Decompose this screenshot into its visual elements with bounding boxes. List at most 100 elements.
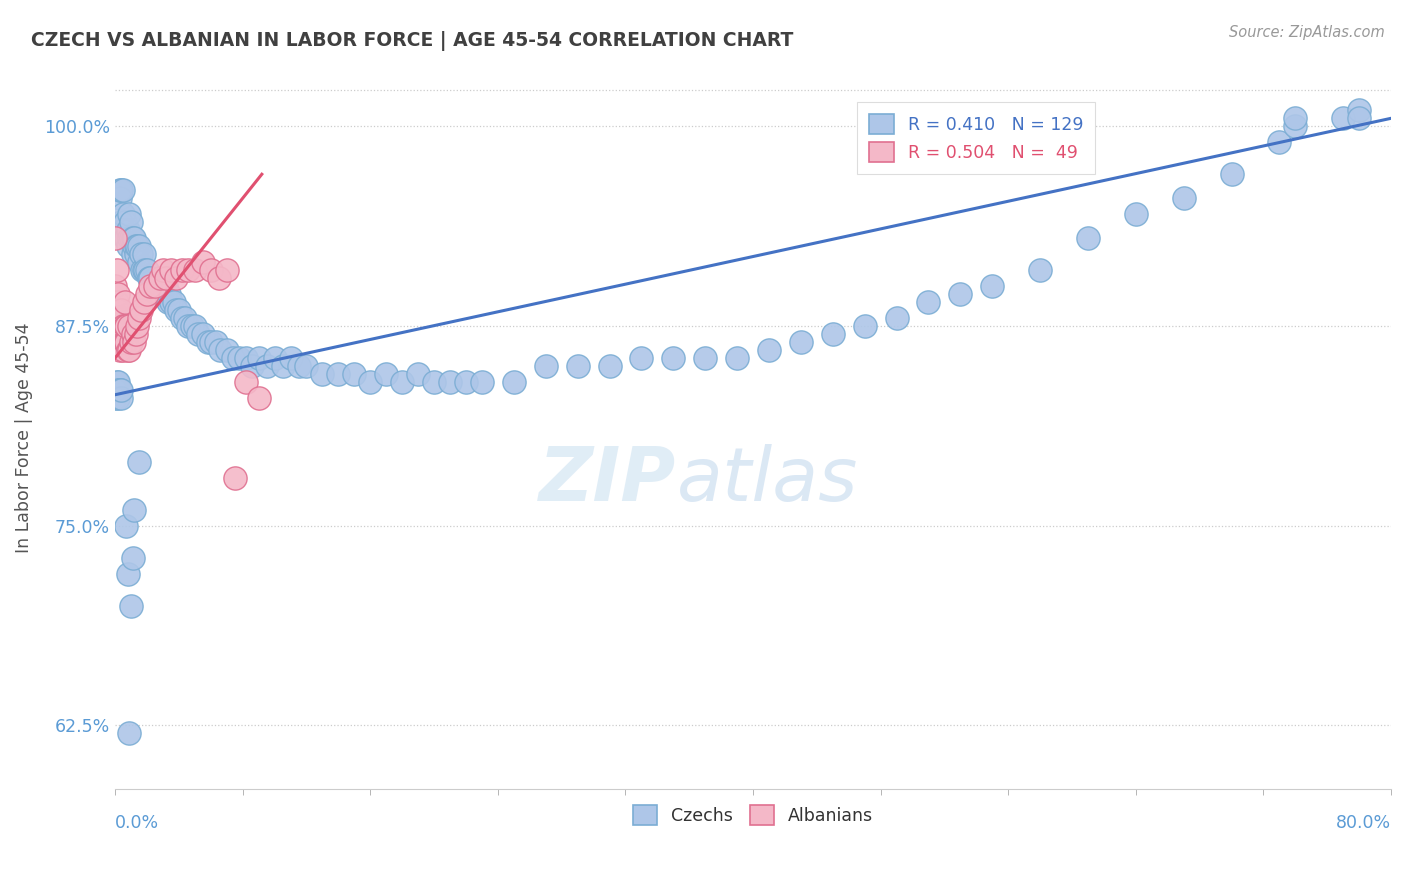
Point <box>120 599 142 613</box>
Point <box>122 503 145 517</box>
Text: CZECH VS ALBANIAN IN LABOR FORCE | AGE 45-54 CORRELATION CHART: CZECH VS ALBANIAN IN LABOR FORCE | AGE 4… <box>31 31 793 51</box>
Point <box>107 326 129 341</box>
Point <box>112 183 135 197</box>
Point <box>121 550 143 565</box>
Point <box>184 319 207 334</box>
Point <box>104 231 127 245</box>
Point <box>118 726 141 740</box>
Point <box>311 367 333 381</box>
Point <box>149 271 172 285</box>
Point <box>224 471 246 485</box>
Point <box>120 215 142 229</box>
Point <box>139 279 162 293</box>
Point <box>146 279 169 293</box>
Point <box>108 191 131 205</box>
Point <box>110 391 132 405</box>
Point <box>105 319 128 334</box>
Point <box>630 351 652 365</box>
Point <box>1220 167 1243 181</box>
Point <box>1268 136 1291 150</box>
Point <box>104 383 127 397</box>
Point <box>157 287 180 301</box>
Point <box>136 287 159 301</box>
Point <box>1029 263 1052 277</box>
Point <box>121 326 143 341</box>
Point <box>165 303 187 318</box>
Point <box>439 375 461 389</box>
Point <box>167 303 190 318</box>
Point <box>917 295 939 310</box>
Point <box>107 287 129 301</box>
Point <box>215 343 238 357</box>
Point <box>127 239 149 253</box>
Text: 80.0%: 80.0% <box>1336 814 1391 832</box>
Text: atlas: atlas <box>676 444 858 516</box>
Point <box>134 263 156 277</box>
Point <box>567 359 589 373</box>
Point <box>155 279 177 293</box>
Point <box>247 351 270 365</box>
Point <box>121 231 143 245</box>
Point <box>153 287 176 301</box>
Point <box>949 287 972 301</box>
Point <box>132 247 155 261</box>
Point <box>886 311 908 326</box>
Point <box>104 391 127 405</box>
Point <box>120 231 142 245</box>
Point <box>139 271 162 285</box>
Point <box>128 311 150 326</box>
Point <box>112 311 135 326</box>
Point <box>114 311 136 326</box>
Point <box>122 239 145 253</box>
Point <box>263 351 285 365</box>
Point <box>155 271 177 285</box>
Point <box>115 334 138 349</box>
Point <box>122 334 145 349</box>
Point <box>1284 120 1306 134</box>
Point <box>174 311 197 326</box>
Point <box>200 334 222 349</box>
Point <box>177 263 200 277</box>
Point <box>152 279 174 293</box>
Point <box>107 383 129 397</box>
Point <box>115 319 138 334</box>
Point <box>120 334 142 349</box>
Point <box>343 367 366 381</box>
Point <box>110 303 132 318</box>
Point <box>375 367 398 381</box>
Point <box>108 383 131 397</box>
Text: Source: ZipAtlas.com: Source: ZipAtlas.com <box>1229 25 1385 40</box>
Point <box>114 231 136 245</box>
Point <box>128 239 150 253</box>
Point <box>104 311 127 326</box>
Point <box>132 263 155 277</box>
Point <box>758 343 780 357</box>
Point <box>108 383 131 397</box>
Point <box>295 359 318 373</box>
Point <box>725 351 748 365</box>
Point <box>118 231 141 245</box>
Point <box>108 311 131 326</box>
Point <box>115 518 138 533</box>
Point <box>129 247 152 261</box>
Point <box>228 351 250 365</box>
Point <box>112 343 135 357</box>
Point <box>172 311 194 326</box>
Point <box>127 319 149 334</box>
Point <box>406 367 429 381</box>
Point <box>695 351 717 365</box>
Point <box>197 334 219 349</box>
Point <box>149 287 172 301</box>
Point <box>208 271 231 285</box>
Point <box>662 351 685 365</box>
Point <box>209 343 232 357</box>
Point <box>280 351 302 365</box>
Point <box>122 231 145 245</box>
Point <box>105 263 128 277</box>
Point <box>1173 191 1195 205</box>
Point <box>143 279 166 293</box>
Point <box>204 334 226 349</box>
Point <box>423 375 446 389</box>
Point <box>104 279 127 293</box>
Point <box>141 279 163 293</box>
